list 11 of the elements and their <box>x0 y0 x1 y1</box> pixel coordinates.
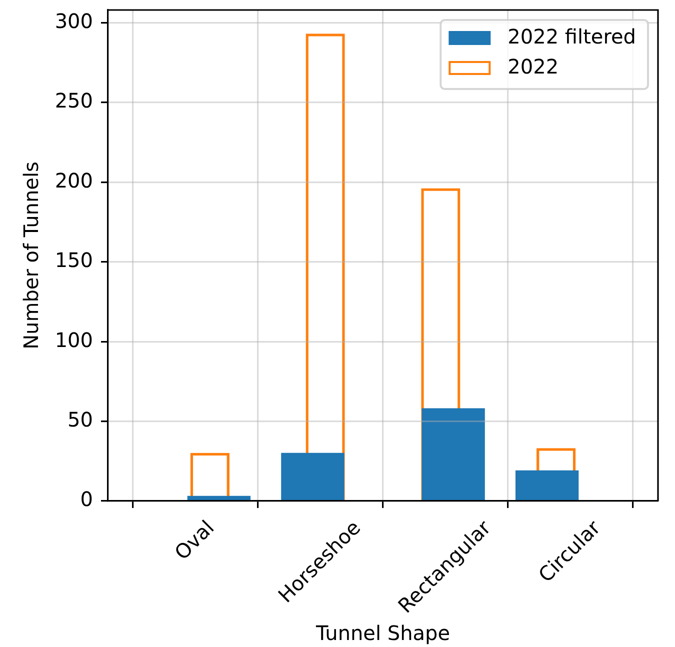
y-tick-label: 0 <box>80 487 93 512</box>
y-tick-label: 150 <box>54 248 93 272</box>
x-axis-title: Tunnel Shape <box>314 621 450 646</box>
y-tick-label: 300 <box>54 8 93 33</box>
y-tick-label: 200 <box>54 168 93 192</box>
legend-label: 2022 filtered <box>508 24 636 49</box>
legend-label: 2022 <box>508 54 559 79</box>
y-axis-title: Number of Tunnels <box>19 162 44 350</box>
y-tick-label: 100 <box>54 328 93 352</box>
y-tick-label: 50 <box>68 407 93 432</box>
y-tick-label: 250 <box>54 88 93 113</box>
